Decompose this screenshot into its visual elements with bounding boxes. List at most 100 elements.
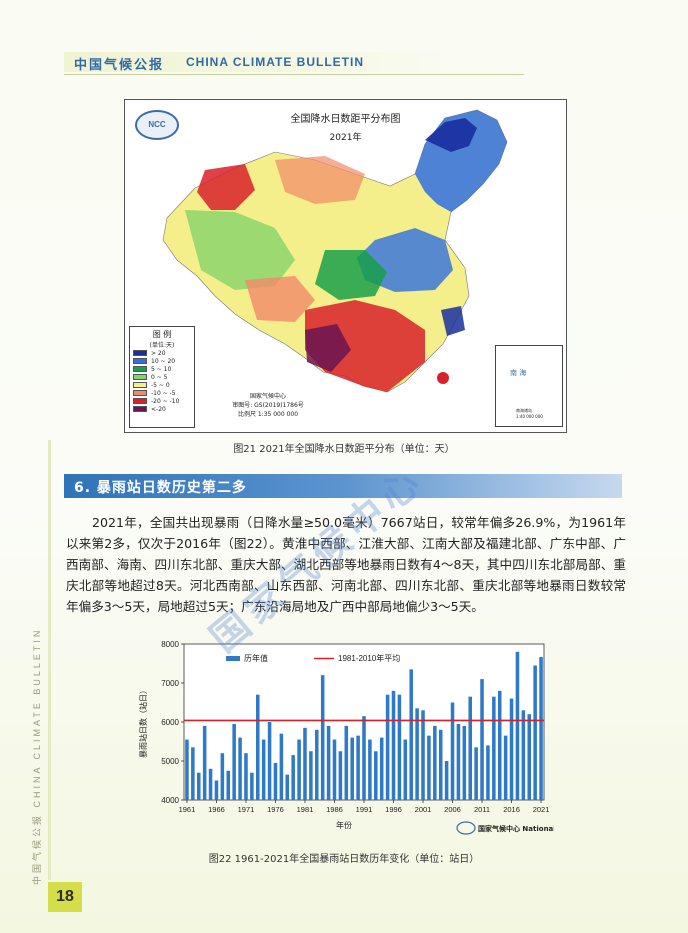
legend-swatch — [133, 398, 147, 404]
precip-days-map: NCC 全国降水日数距平分布图 2021年 图 例 (单位:天) > 20 10 … — [124, 99, 567, 433]
source-label: 国家气候中心 National Climate Center — [478, 824, 554, 833]
bar — [533, 665, 537, 800]
bar — [267, 722, 272, 800]
credit-scale: 比例尺 1:35 000 000 — [237, 411, 299, 418]
bar — [492, 696, 496, 800]
legend-item: -10 ~ -5 — [133, 389, 194, 397]
legend-label: -5 ~ 0 — [151, 381, 170, 389]
bar — [362, 716, 366, 800]
left-rail-bar — [48, 440, 51, 880]
x-tick-label: 2021 — [533, 805, 550, 814]
inset-label: 南 海 — [510, 369, 527, 377]
region-xinjiang-red — [197, 164, 255, 210]
bar — [515, 651, 520, 800]
bar — [273, 762, 278, 800]
legend-item: 10 ~ 20 — [133, 357, 194, 365]
x-tick-label: 2001 — [415, 805, 432, 814]
legend-swatch — [133, 366, 147, 372]
x-tick-label: 1966 — [208, 805, 225, 814]
bar — [344, 725, 349, 800]
bar — [208, 768, 213, 800]
region-tibet-orange — [245, 276, 315, 322]
region-south-red — [305, 300, 425, 392]
bar — [185, 739, 189, 800]
bar — [474, 747, 478, 800]
bar — [415, 708, 419, 800]
legend-label: 5 ~ 10 — [151, 365, 172, 373]
map-caption: 图21 2021年全国降水日数距平分布（单位：天） — [233, 444, 455, 455]
bar — [444, 761, 449, 800]
x-tick-label: 2006 — [444, 805, 461, 814]
bar — [397, 694, 402, 800]
bar — [232, 723, 236, 800]
x-axis-label: 年份 — [336, 820, 352, 830]
bar — [285, 774, 290, 800]
map-year: 2021年 — [329, 133, 362, 143]
bar — [486, 745, 490, 800]
x-tick-label: 1961 — [179, 805, 196, 814]
region-southwest-purple — [305, 324, 351, 372]
bar — [256, 694, 260, 800]
y-tick-label: 5000 — [161, 757, 179, 766]
legend-rows: > 20 10 ~ 20 5 ~ 10 0 ~ 5 -5 ~ 0 -10 ~ -5 -20 … — [130, 349, 194, 413]
bar — [497, 690, 502, 800]
bar — [297, 739, 301, 800]
y-tick-label: 4000 — [161, 796, 179, 805]
header-title-cn: 中国气候公报 — [74, 58, 165, 73]
ncc-logo: NCC — [135, 110, 179, 140]
x-tick-label: 1971 — [238, 805, 255, 814]
legend-label: 0 ~ 5 — [151, 373, 168, 381]
bar — [456, 723, 461, 800]
bar — [238, 737, 242, 800]
bar — [303, 727, 307, 800]
x-tick-label: 1991 — [356, 805, 373, 814]
legend-item: -20 ~ -10 — [133, 397, 194, 405]
y-tick-label: 8000 — [161, 640, 179, 649]
body-paragraph: 2021年，全国共出现暴雨（日降水量≥50.0毫米）7667站日，较常年偏多26… — [66, 515, 626, 614]
x-tick-label: 2011 — [474, 805, 490, 814]
legend-bar-swatch — [226, 656, 240, 661]
bar — [214, 780, 219, 800]
inset-note: 南海诸岛 1:40 000 000 — [516, 408, 543, 419]
bar — [226, 770, 231, 800]
taiwan-island — [437, 372, 449, 384]
bar — [291, 755, 295, 800]
legend-swatch — [133, 358, 147, 364]
bar — [509, 698, 514, 800]
bar — [379, 737, 384, 800]
bar — [450, 702, 455, 800]
bar — [315, 729, 319, 800]
bar — [403, 739, 408, 800]
region-northeast-dark — [425, 118, 477, 152]
legend-item: -5 ~ 0 — [133, 381, 194, 389]
legend-swatch — [133, 374, 147, 380]
x-tick-label: 2016 — [503, 805, 520, 814]
legend-label: -20 ~ -10 — [151, 397, 180, 405]
legend-item: 5 ~ 10 — [133, 365, 194, 373]
header-title-en: CHINA CLIMATE BULLETIN — [186, 55, 364, 69]
legend-label: <-20 — [151, 405, 166, 413]
bar — [332, 739, 337, 800]
bar — [433, 725, 437, 800]
legend-reference-label: 1981-2010年平均 — [338, 653, 400, 663]
bar — [368, 739, 372, 800]
credit-org: 国家气候中心 — [249, 393, 286, 400]
bar — [250, 772, 254, 800]
x-tick-label: 1976 — [267, 805, 284, 814]
legend-swatch — [133, 406, 147, 412]
south-china-sea-inset: 南 海 南海诸岛 1:40 000 000 — [495, 345, 563, 427]
bar — [244, 753, 248, 800]
bar — [468, 696, 472, 800]
region-east-dark — [441, 306, 465, 336]
credit-approval: 审图号: GS(2019)1786号 — [232, 402, 304, 409]
chart-caption: 图22 1961-2021年全国暴雨站日数历年变化（单位：站日） — [208, 854, 480, 865]
legend-label: -10 ~ -5 — [151, 389, 176, 397]
bar — [391, 690, 396, 800]
y-tick-label: 6000 — [161, 718, 179, 727]
legend-series-label: 历年值 — [244, 653, 268, 663]
header-divider — [64, 74, 524, 75]
bar — [191, 747, 195, 800]
section-bar — [64, 474, 622, 498]
map-legend: 图 例 (单位:天) > 20 10 ~ 20 5 ~ 10 0 ~ 5 -5 ~ 0-… — [129, 326, 195, 428]
